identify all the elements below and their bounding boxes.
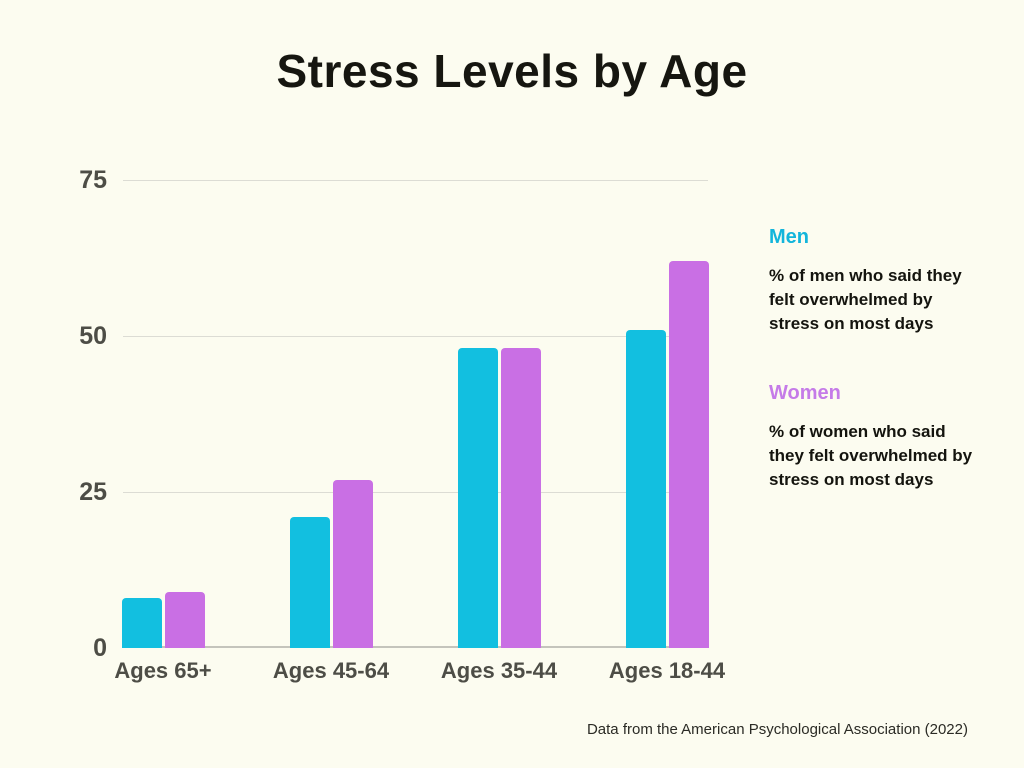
y-axis-tick-25: 25: [79, 478, 107, 506]
y-axis-tick-75: 75: [79, 166, 107, 194]
y-axis-tick-50: 50: [79, 322, 107, 350]
gridline-75: [123, 179, 708, 181]
legend-men-description: % of men who said they felt overwhelmed …: [769, 266, 962, 333]
data-source-attribution: Data from the American Psychological Ass…: [586, 721, 968, 738]
gridline-50: [123, 335, 708, 337]
bar-men-ages-45-64: [289, 516, 330, 648]
legend-men-label: Men: [769, 226, 809, 248]
legend-group-women: Women % of women who said they felt over…: [769, 380, 974, 492]
plot-area: 0 25 50 75 Ages 65+ Ages 45-64 Ages 35-44 Ages …: [79, 166, 725, 683]
legend-women-description: % of women who said they felt overwhelme…: [769, 422, 973, 489]
x-axis-baseline: [123, 646, 708, 648]
bar-men-ages-65-: [121, 598, 162, 648]
bar-women-ages-35-44: [500, 348, 541, 648]
bar-women-ages-45-64: [332, 479, 373, 648]
x-axis-label-ages-45-64: Ages 45-64: [272, 658, 390, 683]
bar-men-ages-35-44: [457, 348, 498, 648]
bar-men-ages-18-44: [625, 329, 666, 648]
bar-women-ages-65-: [164, 591, 205, 648]
gridline-25: [123, 491, 708, 493]
bar-women-ages-18-44: [668, 261, 709, 648]
x-axis-label-ages-35-44: Ages 35-44: [440, 658, 558, 683]
legend-women-label: Women: [769, 382, 841, 404]
x-axis-label-ages-65-: Ages 65+: [114, 658, 212, 683]
x-axis-label-ages-18-44: Ages 18-44: [608, 658, 726, 683]
y-axis-tick-0: 0: [93, 634, 107, 662]
legend: Men % of men who said they felt overwhel…: [769, 224, 974, 492]
chart-title: Stress Levels by Age: [276, 45, 748, 97]
legend-group-men: Men % of men who said they felt overwhel…: [769, 224, 974, 336]
